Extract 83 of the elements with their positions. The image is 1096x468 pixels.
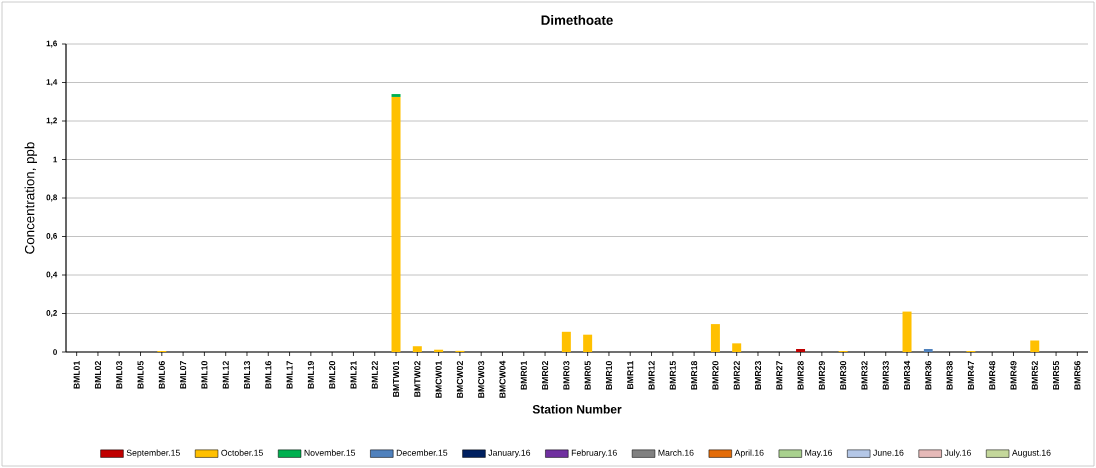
x-tick-label: BML01 — [73, 360, 80, 389]
legend-label: March.16 — [658, 449, 694, 456]
bar — [732, 343, 742, 353]
x-tick-label: BMTW01 — [392, 360, 400, 397]
x-tick-label: BML21 — [350, 360, 357, 389]
x-tick-label: BML12 — [222, 361, 229, 389]
y-tick-label: 1,6 — [46, 40, 57, 48]
legend-label: September.15 — [126, 449, 180, 458]
y-tick-label: 0 — [53, 349, 57, 355]
y-tick-label: 1,2 — [46, 117, 57, 125]
x-tick-label: BMR12 — [648, 361, 655, 390]
bar — [710, 324, 720, 353]
x-tick-label: BMR48 — [989, 360, 996, 390]
x-tick-label: BMR28 — [797, 360, 804, 390]
legend-label: April.16 — [734, 449, 764, 458]
bar — [583, 334, 593, 353]
bar — [902, 311, 912, 353]
x-tick-label: BMR49 — [1010, 361, 1017, 390]
y-tick-label: 1 — [53, 156, 58, 163]
x-tick-label: BMR36 — [925, 361, 932, 390]
x-tick-label: BML10 — [201, 361, 208, 389]
x-tick-label: BMR56 — [1074, 361, 1081, 390]
legend-label: December.15 — [396, 449, 448, 456]
legend-label: November.15 — [304, 449, 356, 456]
x-tick-label: BMR10 — [605, 361, 613, 390]
x-tick-label: BMR52 — [1031, 361, 1038, 390]
x-tick-label: BML16 — [265, 361, 272, 389]
y-tick-label: 1,4 — [46, 79, 58, 86]
y-tick-label: 0,6 — [46, 233, 57, 240]
x-tick-label: BML22 — [371, 361, 378, 389]
x-tick-label: BML05 — [137, 360, 144, 389]
bar — [391, 94, 401, 97]
x-tick-label: BMR02 — [542, 361, 549, 390]
x-tick-label: BMR29 — [818, 361, 825, 390]
y-tick-label: 0,4 — [46, 271, 58, 279]
x-tick-label: BMR20 — [712, 361, 719, 390]
legend-label: January.16 — [488, 449, 531, 458]
x-tick-label: BMR47 — [967, 361, 974, 390]
x-tick-label: BMR34 — [903, 360, 911, 390]
x-tick-label: BMR05 — [584, 360, 591, 390]
bar — [1030, 340, 1040, 353]
legend-label: February.16 — [571, 449, 617, 458]
legend-label: October.15 — [221, 449, 263, 456]
x-tick-label: BMR18 — [691, 360, 698, 390]
x-tick-label: BMTW02 — [414, 361, 421, 397]
bar — [923, 349, 933, 353]
bar — [561, 331, 571, 353]
x-tick-label: BMCW04 — [499, 360, 506, 398]
x-tick-label: BMR01 — [520, 360, 527, 390]
bar — [412, 346, 422, 353]
chart-title: Dimethoate — [541, 15, 613, 25]
x-tick-label: BML06 — [158, 361, 165, 389]
x-tick-label: BMR38 — [946, 360, 953, 390]
x-tick-label: BMCW01 — [435, 360, 442, 398]
legend-label: June.16 — [873, 449, 904, 456]
x-tick-label: BMR32 — [861, 361, 868, 390]
legend-label: August.16 — [1011, 449, 1051, 458]
x-tick-label: BMR23 — [754, 361, 762, 390]
x-tick-label: BMCW02 — [456, 361, 463, 398]
y-tick-label: 0,8 — [46, 194, 58, 202]
x-tick-label: BMR11 — [627, 360, 634, 390]
x-tick-label: BML20 — [329, 361, 336, 389]
x-tick-label: BML13 — [243, 361, 251, 389]
x-tick-label: BML02 — [94, 361, 102, 389]
x-tick-label: BMR27 — [776, 361, 783, 390]
x-tick-label: BMR22 — [733, 361, 740, 390]
x-tick-label: BMCW03 — [478, 361, 485, 398]
x-tick-label: BML07 — [180, 361, 187, 389]
y-tick-label: 0,2 — [46, 310, 57, 317]
bar — [391, 96, 401, 353]
x-tick-label: BML17 — [286, 361, 293, 389]
legend-label: July.16 — [944, 449, 971, 458]
x-tick-label: BMR33 — [882, 361, 889, 390]
y-axis-title: Concentration, ppb — [24, 142, 38, 254]
bar — [796, 349, 806, 353]
x-axis-title: Station Number — [532, 404, 622, 414]
x-tick-label: BML03 — [116, 361, 123, 389]
x-tick-label: BMR55 — [1053, 360, 1060, 390]
x-tick-label: BMR30 — [840, 361, 847, 390]
x-tick-label: BMR15 — [669, 360, 676, 390]
legend-label: May.16 — [805, 449, 833, 458]
x-tick-label: BML19 — [307, 361, 314, 389]
x-tick-label: BMR03 — [563, 361, 570, 390]
